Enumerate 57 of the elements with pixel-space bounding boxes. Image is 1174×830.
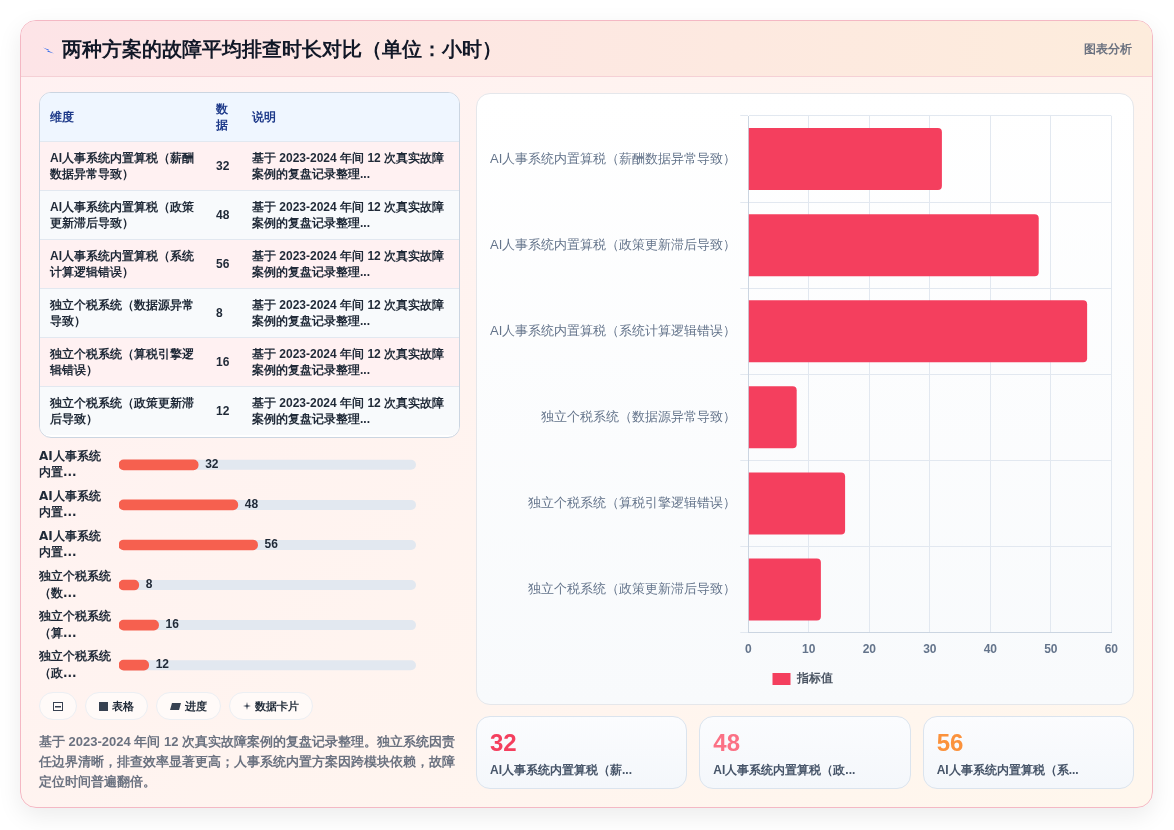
table-row: AI人事系统内置算税（政策更新滞后导致） 48 基于 2023-2024 年间 12 次真实故障案例的复盘记录整理... xyxy=(40,190,459,239)
data-label: 32 xyxy=(490,729,518,757)
table-row: AI人事系统内置算税（薪酬数据异常导致） 32 基于 2023-2024 年间 12 次真实故障案例的复盘记录整理... xyxy=(40,141,459,190)
bar xyxy=(119,619,159,631)
category-label: AI人事系统内置算税（薪... xyxy=(490,763,633,777)
y-tick-label: AI人事系统内置... xyxy=(39,528,102,560)
bar xyxy=(748,472,846,535)
table-row: 独立个税系统（数据源异常导致） 8 基于 2023-2024 年间 12 次真实故障案例的复盘记录整理... xyxy=(40,288,459,337)
y-tick-label: AI人事系统内置... xyxy=(39,448,102,480)
data-label: 56 xyxy=(936,729,965,757)
bar xyxy=(748,128,942,191)
table-row: 独立个税系统（政策更新滞后导致） 12 基于 2023-2024 年间 12 次真实故障案例的复盘记录整理... xyxy=(40,386,459,435)
table-row: AI人事系统内置算税（系统计算逻辑错误） 56 基于 2023-2024 年间 12 次真实故障案例的复盘记录整理... xyxy=(40,239,459,288)
table-header-row: 维度 数据 说明 xyxy=(40,93,459,141)
text: 图表分析 xyxy=(1084,41,1132,58)
category-label: 数据卡片 xyxy=(255,698,299,714)
category-label: 数据 xyxy=(215,101,229,133)
x-tick-label: 60 xyxy=(1104,642,1119,657)
y-tick-label: 独立个税系统（算税引擎逻辑错误） xyxy=(528,495,737,511)
x-tick-label: 10 xyxy=(802,642,816,657)
x-tick-label: 30 xyxy=(923,642,937,657)
data-label: 8 xyxy=(145,577,153,592)
y-tick-label: AI人事系统内置算税（政策更新滞后导致） xyxy=(489,236,737,252)
bar xyxy=(748,558,821,621)
data-label: 48 xyxy=(713,729,742,757)
data-label: 48 xyxy=(244,497,259,512)
x-tick-label: 50 xyxy=(1044,642,1058,657)
y-tick-label: AI人事系统内置... xyxy=(39,488,102,520)
y-tick-label: AI人事系统内置算税（系统计算逻辑错误） xyxy=(489,322,737,338)
text: 两种方案的故障平均排查时长对比（单位：小时） xyxy=(62,37,502,62)
category-label: 表格 xyxy=(112,698,134,714)
x-tick-label: 0 xyxy=(744,642,752,657)
y-tick-label: 独立个税系统（算... xyxy=(38,608,112,640)
bar xyxy=(748,300,1088,363)
data-label: 32 xyxy=(205,457,219,472)
y-tick-label: 独立个税系统（数... xyxy=(38,568,112,600)
data-label: 12 xyxy=(155,657,170,672)
category-label: 说明 xyxy=(251,109,277,125)
legend-label: 指标值 xyxy=(795,671,833,686)
y-tick-label: AI人事系统内置算税（薪酬数据异常导致） xyxy=(489,150,737,166)
y-tick-label: 独立个税系统（数据源异常导致） xyxy=(541,408,737,424)
text: 基于 2023-2024 年间 12 次真实故障案例的复盘记录整理。独立系统因责任边界清晰，排查效率显著更高；人事系统内置方案因跨模块依赖，故障定位时间普遍翻倍。 xyxy=(39,733,457,791)
bar xyxy=(748,386,797,449)
table-row: 独立个税系统（算税引擎逻辑错误） 16 基于 2023-2024 年间 12 次真实故障案例的复盘记录整理... xyxy=(40,337,459,386)
toggle-button: 进度 xyxy=(156,692,221,720)
data-label: 16 xyxy=(165,617,180,632)
y-tick-label: 独立个税系统（政策更新滞后导致） xyxy=(528,581,737,597)
category-label: 进度 xyxy=(185,698,207,714)
toggle-button: 数据卡片 xyxy=(229,692,313,720)
x-tick-label: 20 xyxy=(862,642,877,657)
y-tick-label: 独立个税系统（政... xyxy=(38,648,112,680)
toggle-button: 表格 xyxy=(85,692,148,720)
data-label: 56 xyxy=(264,537,279,552)
bar xyxy=(748,214,1039,277)
x-tick-label: 40 xyxy=(983,642,998,657)
category-label: AI人事系统内置算税（系... xyxy=(936,763,1080,777)
category-label: AI人事系统内置算税（政... xyxy=(713,763,857,777)
